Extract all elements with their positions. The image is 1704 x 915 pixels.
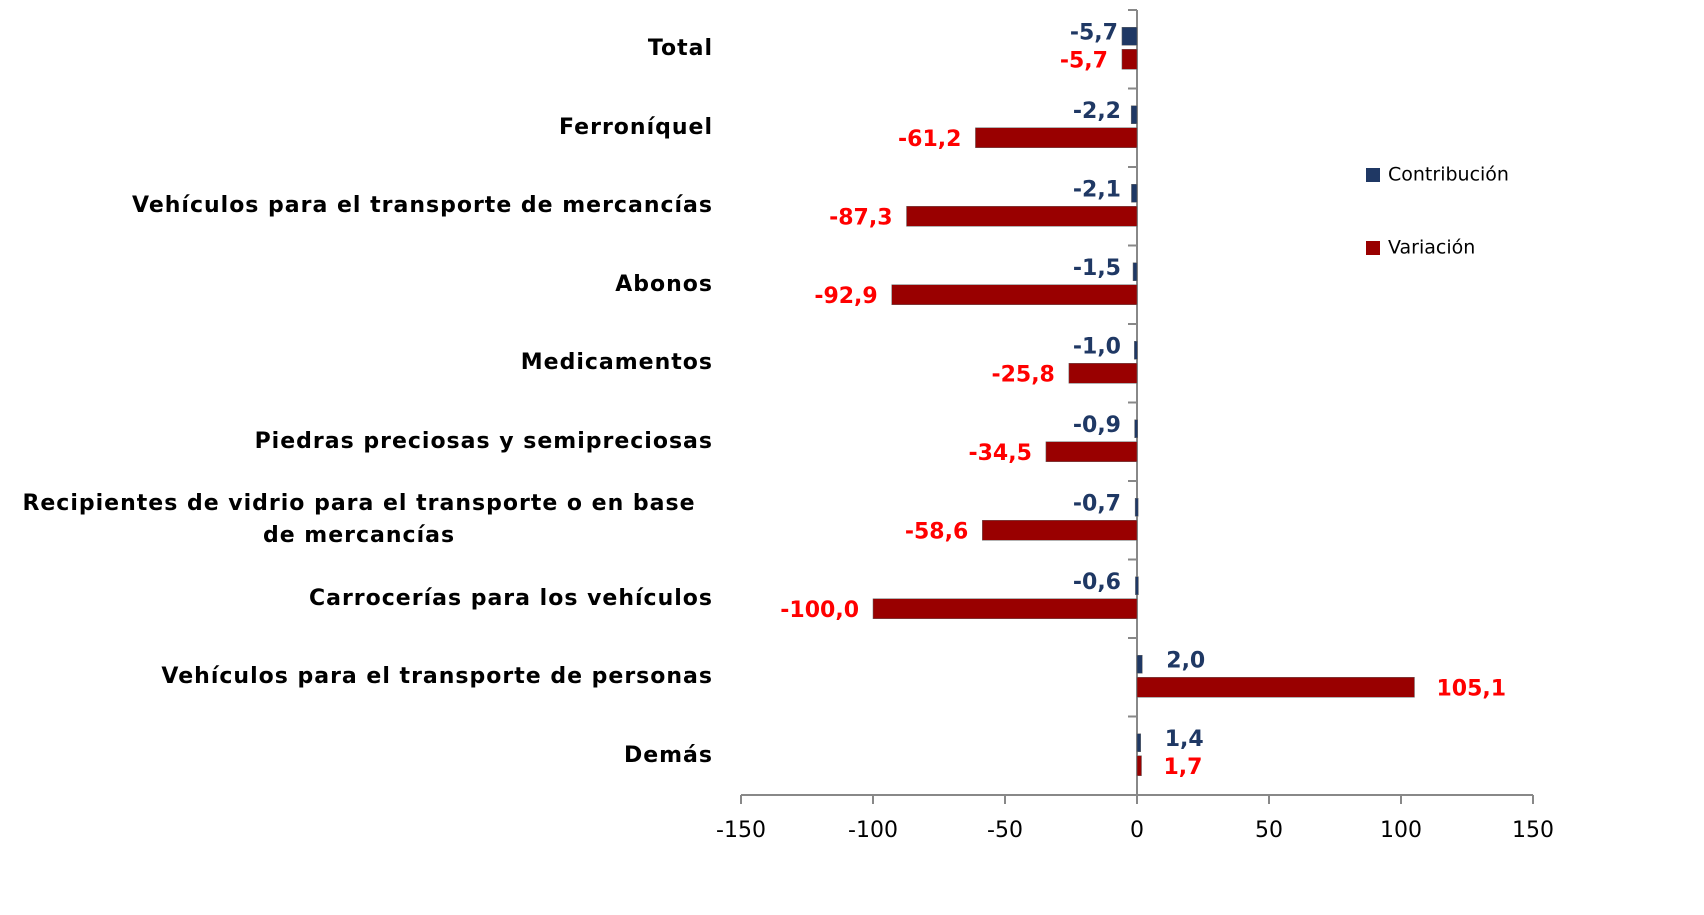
data-label: -87,3 <box>829 205 892 230</box>
data-label: 1,7 <box>1163 755 1202 780</box>
category-text: Total <box>647 36 713 62</box>
data-label: -0,6 <box>1073 570 1121 595</box>
bar <box>1134 419 1138 438</box>
category-text: Vehículos para el transporte de personas <box>161 664 713 690</box>
bar <box>982 520 1138 541</box>
bar <box>891 284 1138 305</box>
category-label: Demás <box>5 740 713 772</box>
category-label: Piedras preciosas y semipreciosas <box>5 426 713 458</box>
data-label: -5,7 <box>1060 48 1108 73</box>
bar <box>1130 105 1138 124</box>
bar <box>1136 655 1143 674</box>
data-label: -34,5 <box>968 441 1031 466</box>
data-label: -100,0 <box>780 598 859 623</box>
data-label: -25,8 <box>991 362 1054 387</box>
category-text: Piedras preciosas y semipreciosas <box>254 428 713 454</box>
bar <box>1135 576 1139 595</box>
category-text: Vehículos para el transporte de mercancí… <box>132 193 713 219</box>
bar <box>1136 733 1141 752</box>
category-text: Abonos <box>615 271 713 297</box>
category-text: Medicamentos <box>520 350 713 376</box>
category-text: Carrocerías para los vehículos <box>308 585 713 611</box>
x-tick-label: 0 <box>1130 818 1144 843</box>
data-label: 1,4 <box>1165 727 1204 752</box>
bar <box>906 206 1138 227</box>
category-label: Carrocerías para los vehículos <box>5 583 713 615</box>
data-label: 2,0 <box>1166 648 1205 673</box>
category-label: Recipientes de vidrio para el transporte… <box>5 488 713 552</box>
data-label: -61,2 <box>898 127 961 152</box>
x-tick-label: -150 <box>716 818 766 843</box>
data-label: -1,0 <box>1073 334 1121 359</box>
category-label: Total <box>5 33 713 65</box>
category-label: Vehículos para el transporte de personas <box>5 661 713 693</box>
data-label: -2,1 <box>1073 177 1121 202</box>
category-label: Ferroníquel <box>5 112 713 144</box>
bar <box>1068 363 1138 384</box>
bar <box>1045 441 1138 462</box>
bar <box>872 598 1138 619</box>
x-tick-label: 150 <box>1512 818 1554 843</box>
category-label: Abonos <box>5 269 713 301</box>
bar <box>1121 27 1138 46</box>
data-label: -2,2 <box>1073 99 1121 124</box>
legend-swatch <box>1366 241 1380 255</box>
bar <box>1134 498 1139 517</box>
category-text: Demás <box>623 742 713 768</box>
x-tick-label: -50 <box>987 818 1023 843</box>
bar <box>1132 262 1138 281</box>
bar <box>1136 755 1142 776</box>
category-text: Recipientes de vidrio para el transporte… <box>22 491 696 549</box>
data-label: 105,1 <box>1436 676 1506 701</box>
x-tick-label: -100 <box>848 818 898 843</box>
x-tick-label: 50 <box>1255 818 1283 843</box>
x-tick-label: 100 <box>1380 818 1422 843</box>
category-label: Vehículos para el transporte de mercancí… <box>5 190 713 222</box>
data-label: -1,5 <box>1073 256 1121 281</box>
bar <box>1131 184 1138 203</box>
data-label: -58,6 <box>905 519 968 544</box>
bar <box>975 127 1138 148</box>
bar <box>1136 677 1415 698</box>
data-label: -0,9 <box>1073 413 1121 438</box>
legend-swatch <box>1366 168 1380 182</box>
legend-label: Contribución <box>1388 164 1509 186</box>
category-label: Medicamentos <box>5 347 713 379</box>
bar <box>1134 341 1138 360</box>
bar <box>1121 49 1138 70</box>
data-label: -5,7 <box>1070 20 1118 45</box>
category-text: Ferroníquel <box>559 114 713 140</box>
data-label: -92,9 <box>814 284 877 309</box>
data-label: -0,7 <box>1073 491 1121 516</box>
legend-label: Variación <box>1388 237 1475 259</box>
